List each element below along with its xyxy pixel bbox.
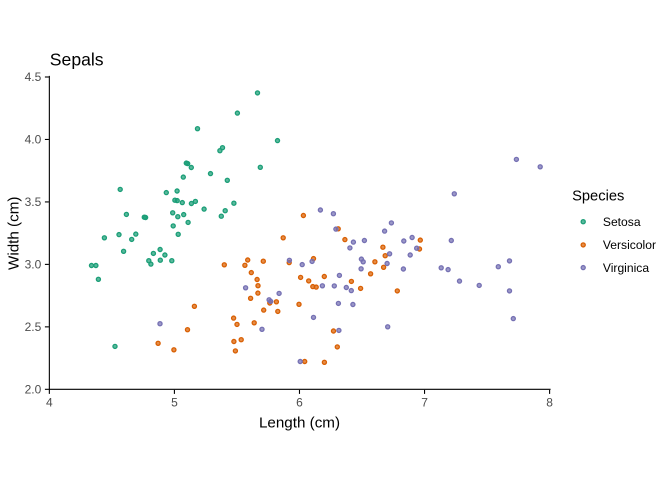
svg-text:4.5: 4.5: [25, 70, 42, 84]
svg-text:Sepals: Sepals: [50, 49, 104, 69]
svg-text:3.0: 3.0: [25, 258, 42, 272]
svg-text:Setosa: Setosa: [603, 215, 641, 229]
svg-text:4: 4: [46, 395, 53, 409]
svg-text:8: 8: [546, 395, 553, 409]
svg-text:7: 7: [421, 395, 428, 409]
svg-text:Width (cm): Width (cm): [5, 197, 22, 270]
svg-text:5: 5: [171, 395, 178, 409]
svg-text:3.5: 3.5: [25, 195, 42, 209]
svg-text:Virginica: Virginica: [603, 261, 649, 275]
svg-text:6: 6: [296, 395, 303, 409]
svg-text:2.0: 2.0: [25, 383, 42, 397]
svg-text:2.5: 2.5: [25, 320, 42, 334]
svg-text:4.0: 4.0: [25, 133, 42, 147]
svg-text:Versicolor: Versicolor: [603, 238, 656, 252]
svg-text:Species: Species: [572, 188, 624, 204]
svg-text:Length (cm): Length (cm): [259, 414, 340, 431]
